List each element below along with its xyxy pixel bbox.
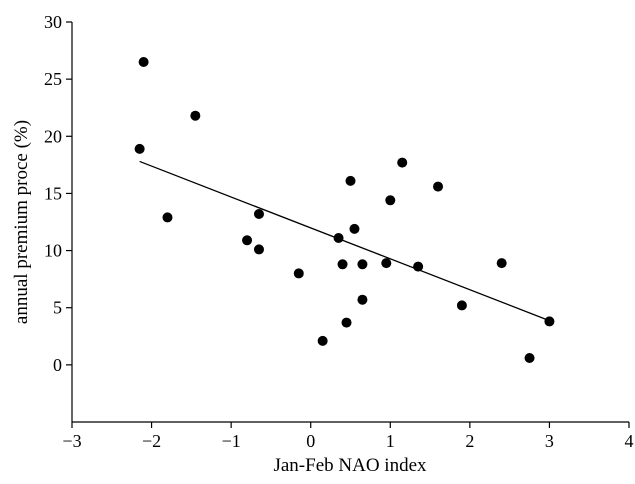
- data-point: [242, 235, 253, 246]
- data-point: [381, 258, 392, 269]
- data-point: [385, 195, 396, 206]
- data-point: [357, 259, 368, 270]
- y-tick-label: 25: [44, 69, 62, 89]
- data-point: [253, 244, 264, 255]
- x-tick-label: 0: [306, 431, 315, 451]
- data-point: [544, 316, 555, 327]
- data-point: [134, 143, 145, 154]
- x-tick-label: 1: [386, 431, 395, 451]
- axes: 0 5 10 15 20 25 30 −3 −2 −1 0 1 2 3 4: [44, 12, 634, 451]
- data-point: [162, 212, 173, 223]
- x-axis-title: Jan-Feb NAO index: [273, 455, 427, 476]
- data-point: [456, 300, 467, 311]
- data-point: [397, 157, 408, 168]
- data-point: [190, 110, 201, 121]
- data-point: [138, 57, 149, 67]
- data-point: [333, 233, 344, 243]
- data-point: [317, 335, 328, 346]
- y-tick-label: 0: [53, 355, 62, 375]
- y-tick-label: 30: [44, 12, 62, 32]
- x-tick-label: 2: [465, 431, 474, 451]
- y-tick-label: 20: [44, 126, 62, 146]
- data-points: [134, 57, 555, 363]
- data-point: [524, 353, 535, 363]
- data-point: [341, 317, 352, 328]
- y-tick-label: 15: [44, 183, 62, 203]
- data-point: [349, 223, 360, 234]
- x-tick-label: 3: [545, 431, 554, 451]
- data-point: [433, 181, 444, 192]
- data-point: [345, 175, 356, 186]
- y-tick-label: 10: [44, 241, 62, 261]
- y-axis-title: annual premium proce (%): [11, 120, 32, 324]
- data-point: [413, 261, 424, 272]
- data-point: [293, 268, 304, 279]
- data-point: [337, 259, 348, 270]
- x-tick-label: 4: [625, 431, 634, 451]
- data-point: [253, 209, 264, 219]
- data-point: [496, 258, 507, 269]
- data-point: [357, 294, 368, 305]
- y-tick-label: 5: [53, 298, 62, 318]
- x-tick-label: −3: [62, 431, 81, 451]
- x-tick-label: −1: [222, 431, 241, 451]
- x-tick-label: −2: [142, 431, 161, 451]
